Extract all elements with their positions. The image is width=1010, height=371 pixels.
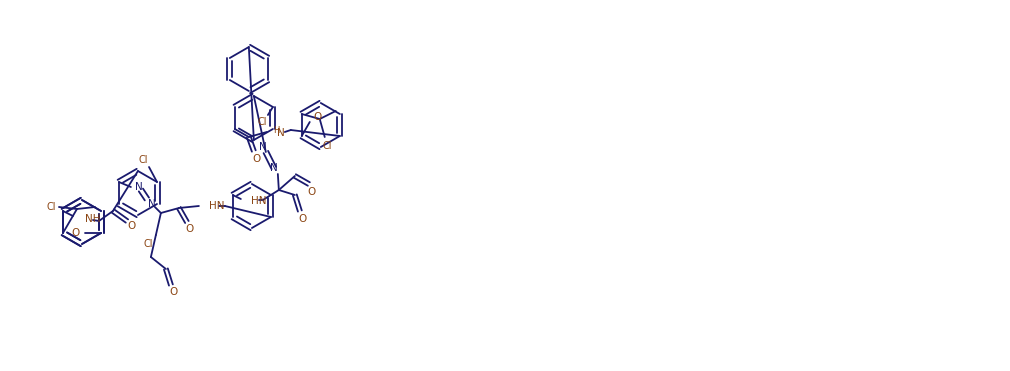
Text: O: O (128, 221, 136, 231)
Text: O: O (308, 187, 316, 197)
Text: O: O (252, 154, 261, 164)
Text: NH: NH (85, 214, 100, 224)
Text: O: O (186, 224, 194, 234)
Text: HN: HN (250, 196, 267, 206)
Text: N: N (270, 163, 278, 173)
Text: N: N (277, 128, 285, 138)
Text: N: N (148, 199, 156, 209)
Text: O: O (170, 287, 178, 297)
Text: Cl: Cl (258, 117, 267, 127)
Text: Cl: Cl (323, 141, 332, 151)
Text: H: H (274, 125, 280, 135)
Text: Cl: Cl (46, 202, 56, 212)
Text: HN: HN (209, 201, 224, 211)
Text: O: O (314, 112, 322, 122)
Text: O: O (299, 214, 307, 224)
Text: N: N (135, 182, 142, 192)
Text: O: O (71, 228, 79, 238)
Text: N: N (259, 142, 267, 152)
Text: Cl: Cl (138, 155, 147, 165)
Text: Cl: Cl (143, 239, 153, 249)
